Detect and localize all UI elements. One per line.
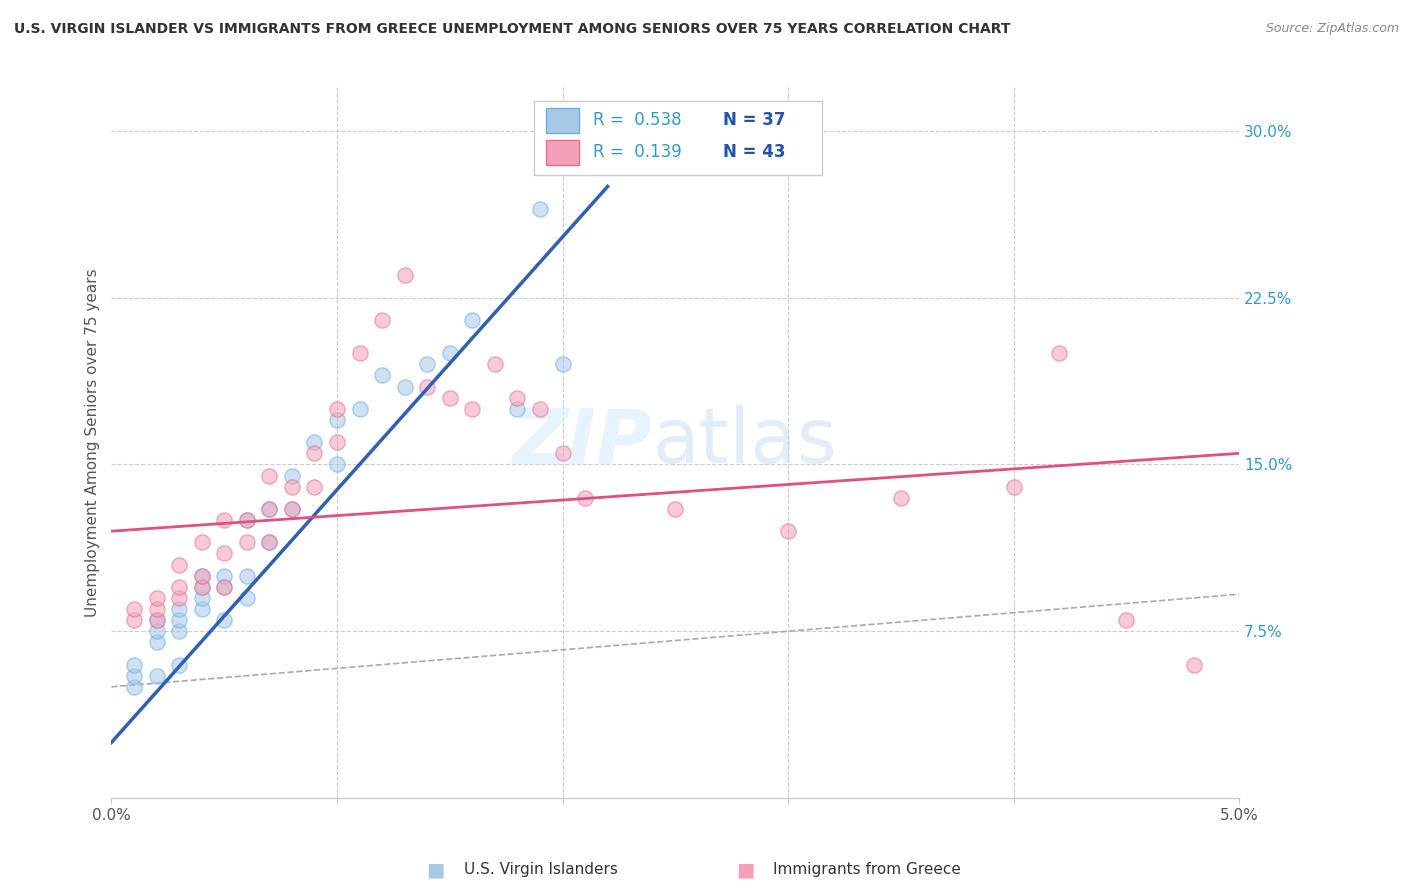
Point <box>235 513 257 527</box>
Point <box>371 313 394 327</box>
Point <box>439 391 461 405</box>
Text: ■: ■ <box>735 860 755 880</box>
Text: ■: ■ <box>426 860 446 880</box>
Point <box>1115 613 1137 627</box>
Point <box>190 535 212 549</box>
Point <box>212 568 235 582</box>
Point <box>259 535 281 549</box>
Text: N = 43: N = 43 <box>723 143 785 161</box>
Y-axis label: Unemployment Among Seniors over 75 years: Unemployment Among Seniors over 75 years <box>86 268 100 616</box>
Point <box>212 580 235 594</box>
Point <box>212 580 235 594</box>
Point <box>281 480 304 494</box>
Point <box>506 401 529 416</box>
Point <box>212 613 235 627</box>
Point <box>122 613 145 627</box>
Point <box>259 502 281 516</box>
Text: atlas: atlas <box>652 405 838 479</box>
Point <box>461 313 484 327</box>
Point <box>235 591 257 605</box>
Point <box>190 591 212 605</box>
Point <box>506 391 529 405</box>
Point <box>371 368 394 383</box>
FancyBboxPatch shape <box>534 101 823 176</box>
FancyBboxPatch shape <box>546 108 579 133</box>
Point <box>349 401 371 416</box>
Text: R =  0.538: R = 0.538 <box>593 111 682 128</box>
Point <box>529 401 551 416</box>
Point <box>304 480 326 494</box>
Point <box>281 502 304 516</box>
Point <box>326 413 349 427</box>
Point <box>778 524 800 538</box>
Point <box>122 657 145 672</box>
Point <box>394 268 416 283</box>
Point <box>190 580 212 594</box>
Text: R =  0.139: R = 0.139 <box>593 143 682 161</box>
Point <box>190 568 212 582</box>
Point <box>664 502 686 516</box>
Point <box>1002 480 1025 494</box>
FancyBboxPatch shape <box>546 140 579 165</box>
Point <box>190 568 212 582</box>
Point <box>122 602 145 616</box>
Point <box>145 669 167 683</box>
Point <box>1047 346 1070 360</box>
Point <box>529 202 551 216</box>
Point <box>416 357 439 371</box>
Point <box>167 613 190 627</box>
Point <box>167 558 190 572</box>
Point <box>235 513 257 527</box>
Point <box>167 624 190 639</box>
Text: U.S. VIRGIN ISLANDER VS IMMIGRANTS FROM GREECE UNEMPLOYMENT AMONG SENIORS OVER 7: U.S. VIRGIN ISLANDER VS IMMIGRANTS FROM … <box>14 22 1011 37</box>
Point <box>439 346 461 360</box>
Point <box>122 680 145 694</box>
Point <box>167 580 190 594</box>
Point <box>167 591 190 605</box>
Point <box>259 468 281 483</box>
Point <box>167 602 190 616</box>
Point <box>1182 657 1205 672</box>
Point <box>259 502 281 516</box>
Point <box>574 491 596 505</box>
Point <box>394 379 416 393</box>
Point <box>461 401 484 416</box>
Point <box>326 401 349 416</box>
Point <box>890 491 912 505</box>
Point <box>145 602 167 616</box>
Point <box>304 446 326 460</box>
Point <box>304 435 326 450</box>
Point <box>551 446 574 460</box>
Point <box>212 513 235 527</box>
Point <box>145 591 167 605</box>
Text: N = 37: N = 37 <box>723 111 785 128</box>
Point <box>190 602 212 616</box>
Point <box>326 435 349 450</box>
Text: U.S. Virgin Islanders: U.S. Virgin Islanders <box>464 863 617 877</box>
Point <box>326 458 349 472</box>
Point <box>349 346 371 360</box>
Text: ZIP: ZIP <box>513 405 652 479</box>
Point <box>145 613 167 627</box>
Point <box>167 657 190 672</box>
Point <box>190 580 212 594</box>
Point <box>122 669 145 683</box>
Text: Immigrants from Greece: Immigrants from Greece <box>773 863 962 877</box>
Point <box>416 379 439 393</box>
Point <box>145 635 167 649</box>
Point <box>551 357 574 371</box>
Point <box>235 568 257 582</box>
Text: Source: ZipAtlas.com: Source: ZipAtlas.com <box>1265 22 1399 36</box>
Point <box>281 468 304 483</box>
Point <box>145 624 167 639</box>
Point <box>484 357 506 371</box>
Point <box>235 535 257 549</box>
Point <box>145 613 167 627</box>
Point <box>212 546 235 560</box>
Point <box>259 535 281 549</box>
Point <box>281 502 304 516</box>
